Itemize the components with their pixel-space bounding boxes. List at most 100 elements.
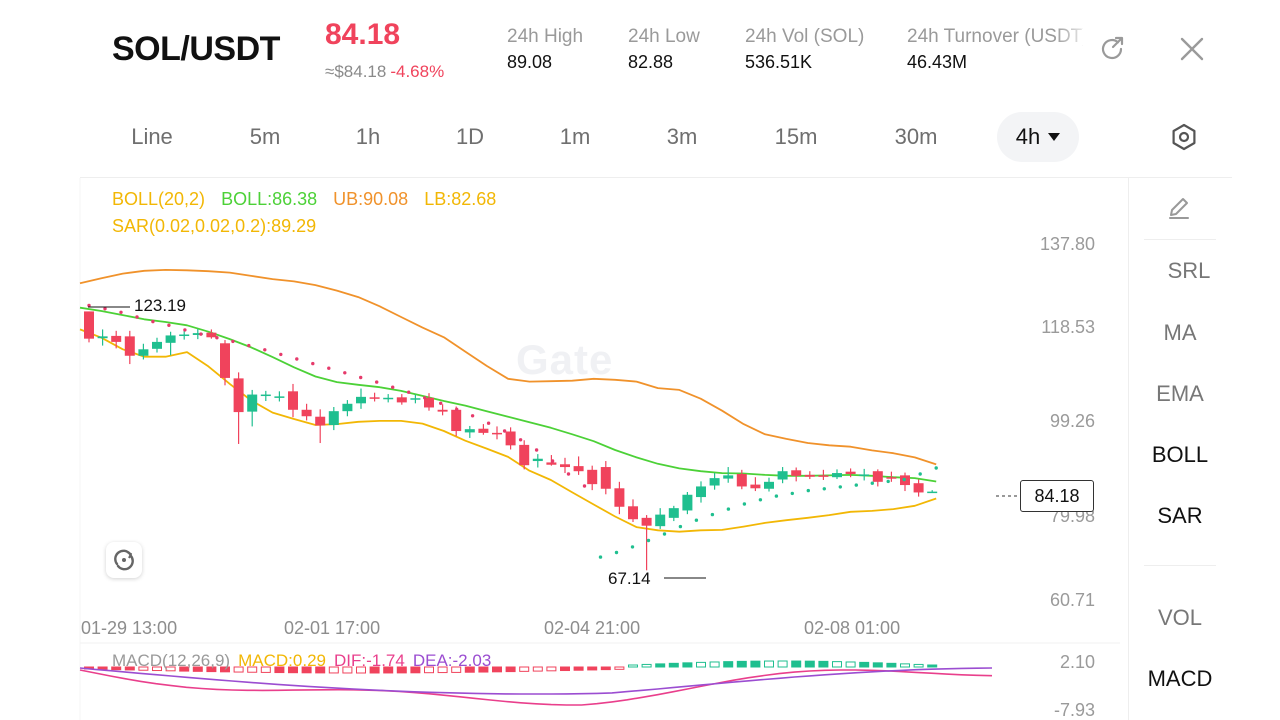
sar-dot: [710, 512, 715, 517]
tab-3m[interactable]: 3m: [666, 124, 698, 149]
indicator-vol[interactable]: VOL: [1157, 605, 1203, 630]
sar-dot: [854, 483, 858, 487]
sar-dot: [135, 315, 139, 319]
macd-bar: [247, 666, 258, 673]
indicator-boll[interactable]: BOLL: [1151, 442, 1209, 467]
y-axis-label: 60.71: [1049, 590, 1095, 610]
macd-bar: [111, 666, 122, 671]
stat-value: 536.51K: [745, 52, 813, 72]
macd-bar: [532, 666, 543, 672]
macd-bar: [356, 666, 366, 674]
tab-30m[interactable]: 30m: [894, 124, 938, 149]
sar-dot: [295, 357, 299, 361]
candle-body: [560, 464, 570, 468]
candle-body: [791, 470, 802, 476]
candle-body: [437, 409, 448, 412]
candle-body: [818, 475, 829, 477]
dea-line: [79, 667, 993, 695]
share-icon[interactable]: [1097, 34, 1127, 64]
sar-dot: [758, 498, 763, 502]
sar-dot: [534, 448, 539, 452]
macd-bar: [437, 666, 448, 674]
tab-line[interactable]: Line: [131, 124, 173, 149]
sar-dot: [646, 538, 651, 543]
stat-24h-turnover: 24h Turnover (USDT) 46.43M: [907, 26, 1083, 73]
close-icon[interactable]: [1177, 34, 1207, 64]
macd-bar: [206, 666, 217, 673]
macd-bar: [832, 661, 842, 668]
macd-bar: [233, 666, 244, 673]
tab-1d[interactable]: 1D: [455, 124, 485, 149]
sar-dot: [806, 488, 810, 493]
panel-divider: [1144, 565, 1216, 566]
sar-dot: [742, 502, 747, 506]
macd-bar: [872, 662, 883, 668]
tab-15m[interactable]: 15m: [774, 124, 818, 149]
candle-body: [859, 474, 870, 476]
macd-bar: [220, 666, 230, 673]
sar-dot: [934, 466, 938, 470]
macd-bar: [709, 661, 720, 668]
candle-body: [519, 444, 530, 466]
indicator-sar[interactable]: SAR: [1157, 503, 1203, 528]
pair-title: SOL/USDT: [112, 30, 280, 68]
sar-dot: [359, 375, 363, 380]
sar-dot: [343, 371, 347, 375]
candle-body: [845, 471, 856, 474]
period-high-label: 123.19: [134, 296, 186, 315]
macd-bar: [383, 666, 394, 674]
candle-body: [628, 506, 638, 520]
pencil-icon[interactable]: [1165, 194, 1193, 222]
y-axis-label: 137.80: [1039, 234, 1095, 254]
macd-bar: [328, 666, 339, 674]
macd-bar: [818, 660, 829, 668]
macd-bar: [301, 666, 312, 674]
candle-body: [383, 397, 394, 400]
dea-value: DEA:-2.03: [412, 651, 492, 670]
current-price-tag: 84.18: [1020, 480, 1094, 512]
indicator-srl[interactable]: SRL: [1167, 258, 1211, 283]
macd-bar: [723, 661, 734, 668]
macd-bar: [804, 660, 815, 668]
candle-body: [369, 397, 380, 399]
candle-body: [97, 336, 108, 339]
indicator-macd[interactable]: MACD: [1147, 666, 1213, 691]
macd-bar: [492, 666, 502, 673]
candle-body: [288, 391, 298, 410]
tab-1h[interactable]: 1h: [355, 124, 381, 149]
boll-mid-value: BOLL:86.38: [221, 189, 318, 209]
sar-dot: [311, 361, 315, 366]
macd-y-bottom: -7.93: [1053, 700, 1095, 720]
candle-body: [886, 477, 897, 479]
macd-bar: [124, 666, 135, 671]
candle-body: [587, 469, 598, 485]
candle-body: [206, 332, 217, 338]
interval-tabs: Line 5m 1h 1D 1m 3m 15m 30m 4h: [0, 112, 1280, 162]
reset-view-button[interactable]: [106, 542, 142, 578]
y-axis-label: 99.26: [1049, 411, 1095, 431]
settings-hex-icon[interactable]: [1169, 122, 1199, 152]
sar-dot: [870, 481, 874, 485]
macd-bar: [478, 666, 489, 673]
sar-legend: SAR(0.02,0.02,0.2):89.29: [112, 216, 317, 236]
macd-value: MACD:0.29: [238, 651, 326, 670]
candle-body: [709, 478, 720, 486]
macd-name: MACD(12,26,9): [112, 651, 231, 670]
tab-5m[interactable]: 5m: [249, 124, 281, 149]
stat-value: 82.88: [628, 52, 674, 72]
sar-dot: [902, 477, 906, 482]
macd-bar: [736, 660, 747, 668]
indicator-ema[interactable]: EMA: [1156, 381, 1204, 406]
candle-body: [138, 349, 149, 356]
candle-body: [301, 409, 312, 417]
candle-body: [179, 334, 190, 337]
sar-dot: [630, 545, 635, 549]
x-axis-label: 02-04 21:00: [544, 618, 641, 638]
tab-4h-dropdown[interactable]: 4h: [997, 112, 1079, 162]
macd-bar: [587, 666, 598, 671]
macd-bar: [913, 663, 924, 668]
macd-bar: [845, 661, 856, 668]
tab-1m[interactable]: 1m: [559, 124, 591, 149]
indicator-ma[interactable]: MA: [1163, 320, 1197, 345]
